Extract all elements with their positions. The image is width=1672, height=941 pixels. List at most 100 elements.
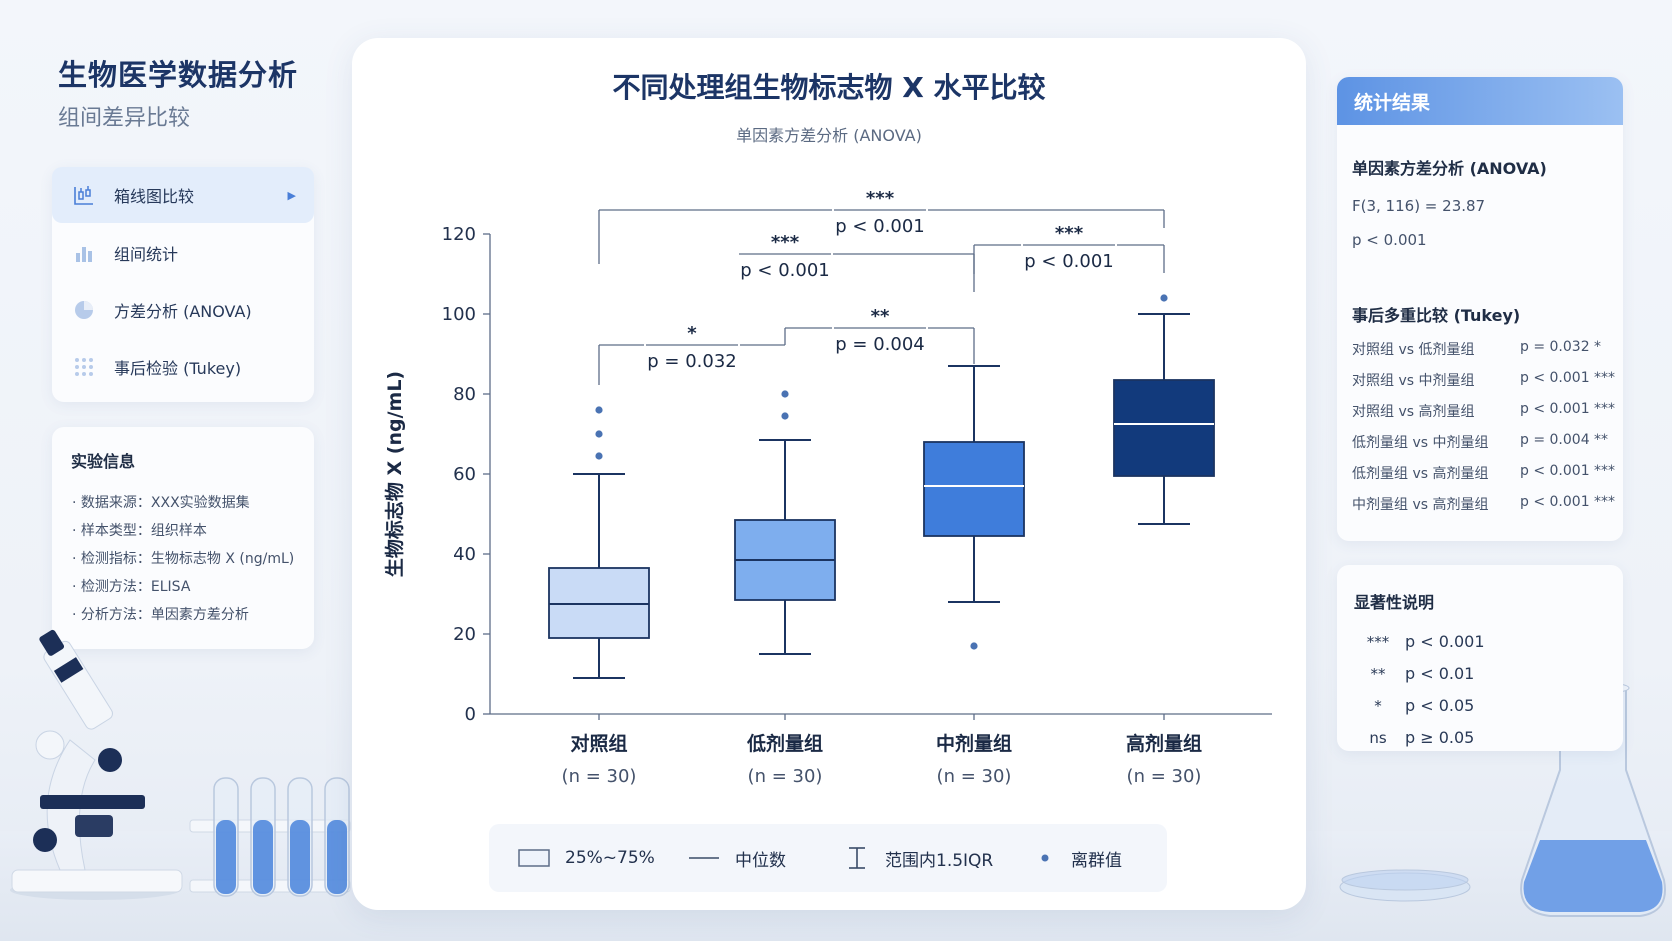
nav-item-tukey[interactable]: 事后检验 (Tukey)	[52, 339, 314, 395]
significance-p-value: p = 0.004	[835, 334, 924, 355]
y-tick-label: 120	[442, 224, 476, 245]
significance-label-backdrop	[1021, 219, 1117, 263]
nav-item-anova[interactable]: 方差分析 (ANOVA)	[52, 282, 314, 338]
y-tick-label: 100	[442, 304, 476, 325]
legend-item-outlier: 离群值	[1037, 824, 1122, 892]
significance-p-value: p = 0.032	[647, 351, 736, 372]
box-iqr	[1113, 379, 1215, 477]
outlier-point	[781, 412, 789, 420]
anova-title: 单因素方差分析 (ANOVA)	[1352, 159, 1547, 178]
boxplot-chart: 0 20 40 60 80 100 120 生物标志物 X (ng/mL) 对照组 (n = 30…	[383, 184, 1272, 787]
experiment-info-line: · 分析方法：单因素方差分析	[72, 607, 249, 623]
app-title: 生物医学数据分析	[58, 58, 299, 92]
chevron-right-icon: ▶	[287, 188, 296, 202]
stats-panel-title: 统计结果	[1337, 77, 1623, 125]
legend-item-whisker: 范围内1.5IQR	[845, 824, 993, 892]
significance-label-backdrop	[832, 184, 928, 228]
comparison-p-value: p = 0.032 *	[1520, 339, 1602, 355]
experiment-info-line: · 样本类型：组织样本	[72, 523, 207, 539]
significance-label-backdrop	[737, 228, 833, 272]
x-tick-label: 低剂量组	[746, 732, 823, 755]
anova-p-value: p < 0.001	[1352, 231, 1427, 249]
significance-label-backdrop	[644, 319, 740, 363]
y-tick-label: 20	[453, 624, 476, 645]
experiment-info-title: 实验信息	[71, 452, 136, 471]
legend-label: 中位数	[735, 850, 786, 871]
significance-text: p < 0.05	[1405, 696, 1475, 715]
significance-stars: ***	[1055, 223, 1084, 244]
nav-item-label: 组间统计	[114, 245, 179, 264]
significance-symbol: *	[1374, 697, 1382, 715]
x-sample-size-label: (n = 30)	[937, 766, 1012, 787]
legend-median-swatch	[689, 857, 719, 859]
nav-item-label: 箱线图比较	[114, 187, 195, 206]
chart-subtitle: 单因素方差分析 (ANOVA)	[736, 126, 922, 145]
x-sample-size-label: (n = 30)	[748, 766, 823, 787]
y-tick-label: 40	[453, 544, 476, 565]
significance-stars: **	[871, 306, 890, 327]
significance-p-value: p < 0.001	[740, 260, 829, 281]
pie-chart-icon	[72, 298, 96, 322]
x-tick-label: 中剂量组	[936, 732, 1012, 755]
significance-text: p < 0.01	[1405, 664, 1475, 683]
significance-panel: 显著性说明 *** p < 0.001 ** p < 0.01 * p < 0.…	[1337, 565, 1623, 751]
bar-chart-icon	[72, 241, 96, 265]
comparison-pair: 对照组 vs 中剂量组	[1352, 373, 1475, 389]
comparison-p-value: p < 0.001 ***	[1520, 494, 1616, 510]
significance-symbol: **	[1370, 665, 1386, 683]
x-tick-label: 高剂量组	[1126, 732, 1202, 755]
legend-item-median: 中位数	[689, 824, 786, 892]
nav-item-label: 事后检验 (Tukey)	[114, 359, 242, 378]
nav-item-label: 方差分析 (ANOVA)	[114, 302, 252, 321]
legend-label: 范围内1.5IQR	[885, 850, 994, 871]
stats-panel: 统计结果 单因素方差分析 (ANOVA) F(3, 116) = 23.87 p…	[1337, 77, 1623, 541]
significance-p-value: p < 0.001	[1024, 251, 1113, 272]
legend-label: 25%~75%	[565, 848, 655, 868]
significance-text: p < 0.001	[1405, 632, 1485, 651]
significance-text: p ≥ 0.05	[1405, 728, 1475, 747]
comparison-p-value: p < 0.001 ***	[1520, 370, 1616, 386]
legend-label: 离群值	[1071, 850, 1122, 871]
comparison-p-value: p = 0.004 **	[1520, 432, 1609, 448]
y-tick-label: 60	[453, 464, 476, 485]
nav-item-group-stats[interactable]: 组间统计	[52, 225, 314, 281]
significance-symbol: ns	[1369, 729, 1387, 747]
comparison-p-value: p < 0.001 ***	[1520, 401, 1616, 417]
x-tick-label: 对照组	[570, 732, 627, 755]
significance-stars: ***	[866, 188, 895, 209]
x-sample-size-label: (n = 30)	[562, 766, 637, 787]
box-iqr	[923, 441, 1025, 537]
experiment-info-panel: 实验信息 · 数据来源：XXX实验数据集 · 样本类型：组织样本 · 检测指标：…	[52, 427, 314, 649]
y-tick-label: 80	[453, 384, 476, 405]
comparison-pair: 低剂量组 vs 中剂量组	[1352, 435, 1489, 451]
outlier-point	[595, 406, 603, 414]
experiment-info-line: · 检测指标：生物标志物 X (ng/mL)	[72, 551, 295, 567]
tukey-title: 事后多重比较 (Tukey)	[1352, 306, 1521, 325]
outlier-point	[970, 642, 978, 650]
comparison-pair: 低剂量组 vs 高剂量组	[1352, 466, 1489, 482]
comparison-pair: 对照组 vs 低剂量组	[1352, 342, 1475, 358]
legend-whisker-swatch	[849, 847, 865, 869]
comparison-pair: 中剂量组 vs 高剂量组	[1352, 497, 1489, 513]
anova-f-value: F(3, 116) = 23.87	[1352, 197, 1486, 215]
comparison-p-value: p < 0.001 ***	[1520, 463, 1616, 479]
nav-item-boxplot[interactable]: 箱线图比较 ▶	[52, 167, 314, 223]
y-tick-label: 0	[465, 704, 476, 725]
x-sample-size-label: (n = 30)	[1127, 766, 1202, 787]
legend-box-swatch	[518, 849, 550, 867]
chart-card: 不同处理组生物标志物 X 水平比较 单因素方差分析 (ANOVA) 0 20 40 6…	[352, 38, 1306, 910]
significance-stars: *	[687, 323, 697, 344]
legend-item-iqr-box: 25%~75%	[517, 824, 655, 892]
sidebar-nav: 箱线图比较 ▶ 组间统计 方差分析 (ANOVA) 事后检验 (Tukey)	[52, 167, 314, 402]
chart-legend: 25%~75% 中位数 范围内1.5IQR 离群值	[489, 824, 1167, 892]
outlier-point	[781, 390, 789, 398]
significance-p-value: p < 0.001	[835, 216, 924, 237]
outlier-point	[1160, 294, 1168, 302]
significance-symbol: ***	[1366, 633, 1390, 651]
outlier-point	[595, 452, 603, 460]
dot-grid-icon	[72, 355, 96, 379]
significance-title: 显著性说明	[1354, 593, 1435, 612]
boxplot-icon	[72, 183, 96, 207]
significance-stars: ***	[771, 232, 800, 253]
y-axis-title: 生物标志物 X (ng/mL)	[383, 371, 406, 577]
